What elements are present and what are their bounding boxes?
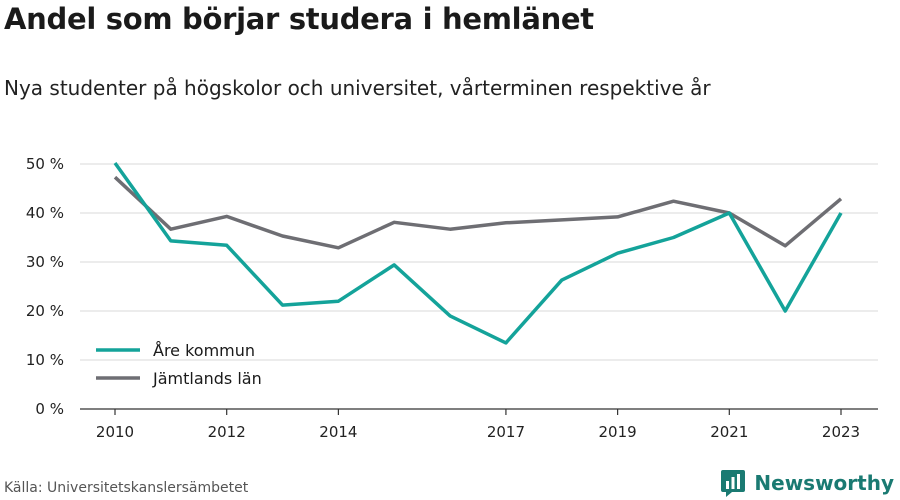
y-tick-label: 0 % xyxy=(35,400,64,418)
y-tick-label: 50 % xyxy=(26,155,64,173)
y-tick-label: 10 % xyxy=(26,351,64,369)
legend-label: Jämtlands län xyxy=(152,369,262,388)
x-tick-label: 2017 xyxy=(487,423,525,441)
chart-subtitle: Nya studenter på högskolor och universit… xyxy=(4,76,711,100)
x-tick-label: 2012 xyxy=(208,423,246,441)
chart-title: Andel som börjar studera i hemlänet xyxy=(4,2,594,36)
source-note: Källa: Universitetskanslersämbetet xyxy=(4,480,249,496)
series-line-jamtlands-lan xyxy=(113,175,843,250)
x-tick-label: 2014 xyxy=(319,423,357,441)
y-tick-label: 40 % xyxy=(26,204,64,222)
x-tick-label: 2021 xyxy=(710,423,748,441)
x-tick-label: 2023 xyxy=(822,423,860,441)
y-tick-label: 20 % xyxy=(26,302,64,320)
brand: Newsworthy xyxy=(720,468,894,498)
line-chart: 0 % 10 % 20 % 30 % 40 % 50 % 2010 2012 2014 2017 2… xyxy=(26,155,878,441)
series-line-are-kommun xyxy=(113,161,843,345)
y-tick-label: 30 % xyxy=(26,253,64,271)
legend-label: Åre kommun xyxy=(153,341,255,360)
x-tick-label: 2010 xyxy=(96,423,134,441)
brand-name: Newsworthy xyxy=(754,471,894,495)
x-tick-label: 2019 xyxy=(599,423,637,441)
bar-chart-logo-icon xyxy=(721,470,746,497)
